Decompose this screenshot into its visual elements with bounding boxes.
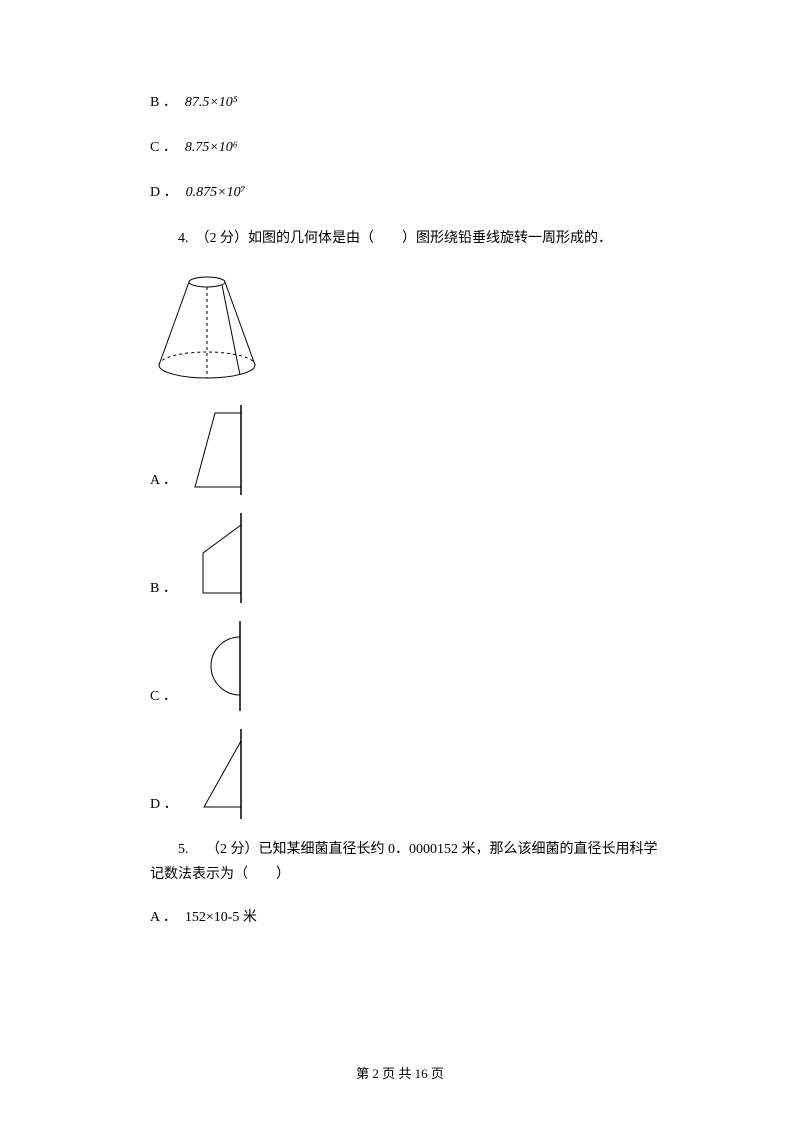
q5-option-a-prefix: A ． bbox=[150, 905, 177, 930]
q4-main-figure bbox=[150, 269, 670, 393]
q3-option-b: B ． 87.5×10⁵ bbox=[150, 90, 670, 115]
right-triangle-icon bbox=[186, 729, 261, 819]
q5-option-a: A ． 152×10-5 米 bbox=[150, 905, 670, 930]
q4-option-d-prefix: D ． bbox=[150, 792, 178, 817]
q4-option-c: C ． bbox=[150, 621, 670, 711]
page-footer: 第 2 页 共 16 页 bbox=[0, 1063, 800, 1082]
q3-option-c-prefix: C ． bbox=[150, 135, 177, 160]
q3-option-d-prefix: D ． bbox=[150, 180, 178, 205]
q4-option-b-prefix: B ． bbox=[150, 576, 177, 601]
truncated-cone-icon bbox=[150, 269, 265, 384]
q4-option-d: D ． bbox=[150, 729, 670, 819]
q4-option-a-prefix: A ． bbox=[150, 468, 177, 493]
q5-option-a-text: 152×10-5 米 bbox=[185, 905, 257, 930]
q3-option-c: C ． 8.75×10⁶ bbox=[150, 135, 670, 160]
q5-text: 5. （2 分）已知某细菌直径长约 0．0000152 米，那么该细菌的直径长用… bbox=[150, 837, 670, 887]
q3-option-d: D ． 0.875×10⁷ bbox=[150, 180, 670, 205]
q3-option-d-value: 0.875×10⁷ bbox=[186, 180, 246, 205]
trapezoid-right-icon bbox=[185, 405, 260, 495]
q4-option-c-prefix: C ． bbox=[150, 684, 177, 709]
q4-option-b: B ． bbox=[150, 513, 670, 603]
q4-option-a: A ． bbox=[150, 405, 670, 495]
q4-text: 4. （2 分）如图的几何体是由（ ）图形绕铅垂线旋转一周形成的． bbox=[150, 226, 670, 251]
q3-option-b-prefix: B ． bbox=[150, 90, 177, 115]
q3-option-c-value: 8.75×10⁶ bbox=[185, 135, 238, 160]
half-circle-icon bbox=[185, 621, 260, 711]
trapezoid-left-icon bbox=[185, 513, 260, 603]
q3-option-b-value: 87.5×10⁵ bbox=[185, 90, 238, 115]
